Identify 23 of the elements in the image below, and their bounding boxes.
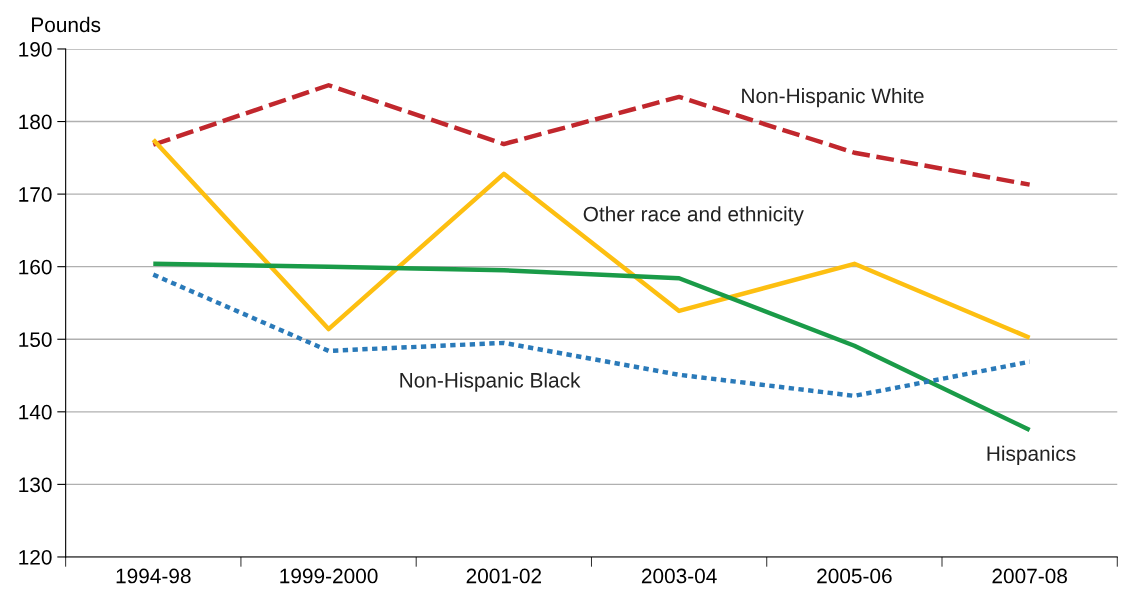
y-tick-label: 170 [19,187,52,202]
y-tick-label: 160 [19,259,52,275]
y-tick-label: 190 [19,41,52,57]
line-series [151,137,1032,341]
series-label: Non-Hispanic Black [400,372,581,392]
x-tick-label: 2001-02 [466,568,542,584]
y-tick-label: 120 [19,549,52,565]
y-tick-label: 180 [19,114,52,130]
series-label: Other race and ethnicity [583,206,804,226]
series-label: Non-Hispanic White [742,87,924,108]
x-tick-label: 2005-06 [817,568,892,584]
x-tick-label: 2003-04 [641,568,717,584]
x-tick-label: 2007-08 [992,568,1067,584]
x-tick-label: 1999-2000 [280,568,378,584]
y-axis-title: Pounds [32,16,101,33]
x-tick-label: 1994-98 [116,568,191,584]
y-tick-label: 130 [19,477,52,493]
line-series [151,272,1032,399]
line-series [151,261,1032,433]
y-tick-label: 150 [19,332,52,347]
y-tick-label: 140 [19,404,52,420]
line-series [151,83,1032,187]
series-label: Hispanics [987,445,1076,466]
